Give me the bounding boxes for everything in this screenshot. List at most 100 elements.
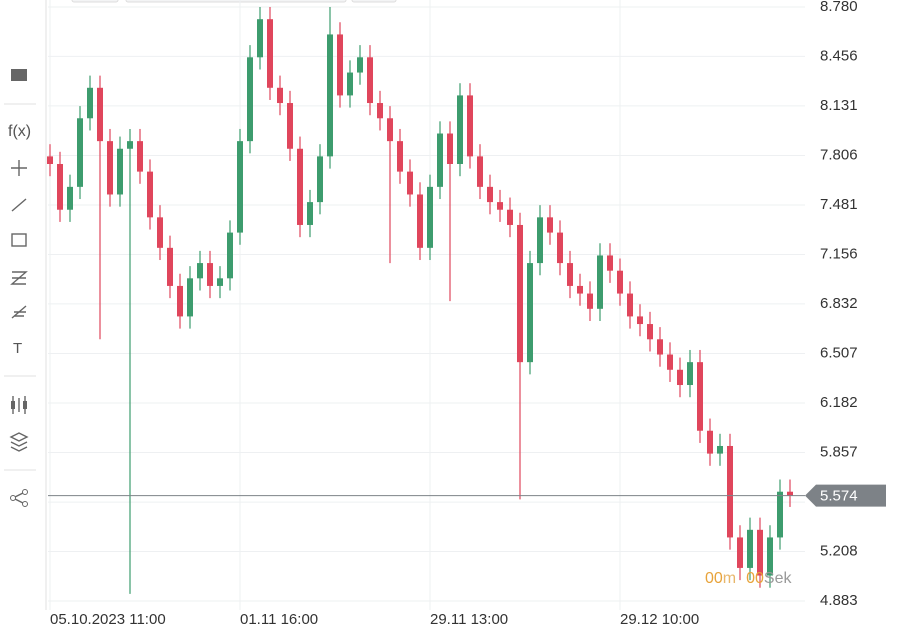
- candle-body: [647, 324, 653, 340]
- candle-body: [317, 156, 323, 203]
- candle-body: [537, 217, 543, 264]
- candle-body: [557, 232, 563, 264]
- candle-body: [337, 34, 343, 96]
- candle-body: [787, 491, 793, 496]
- candle-body: [247, 57, 253, 142]
- candle-body: [587, 293, 593, 309]
- share-dot: [22, 489, 28, 495]
- countdown: 00m 00Sek: [705, 570, 792, 587]
- top-button[interactable]: [71, 0, 119, 3]
- countdown-part: 00: [705, 570, 723, 587]
- y-tick-label: 4.883: [820, 592, 858, 609]
- candle-body: [417, 194, 423, 248]
- candle-body: [347, 72, 353, 96]
- candle-body: [167, 247, 173, 286]
- candle-body: [277, 87, 283, 104]
- x-tick-label: 29.12 10:00: [620, 611, 699, 628]
- candle-body: [617, 270, 623, 294]
- candle-body: [177, 285, 183, 317]
- candle-body: [777, 491, 783, 538]
- y-tick-label: 5.208: [820, 542, 858, 559]
- candle-body: [357, 57, 363, 73]
- candle-body: [147, 171, 153, 218]
- candle-body: [227, 232, 233, 279]
- x-tick-label: 01.11 16:00: [240, 611, 318, 628]
- candle-body: [297, 148, 303, 225]
- y-tick-label: 7.806: [820, 146, 858, 163]
- candle-body: [597, 255, 603, 309]
- fib-icon[interactable]: [10, 271, 28, 285]
- candle-body: [107, 141, 113, 195]
- top-field[interactable]: [125, 0, 347, 3]
- candle-body: [77, 118, 83, 187]
- candle-body: [527, 263, 533, 363]
- candle-body: [257, 19, 263, 58]
- candle-body: [97, 87, 103, 142]
- x-tick-label: 05.10.2023 11:00: [50, 611, 166, 628]
- candle-body: [47, 156, 53, 164]
- candle-body: [87, 87, 93, 119]
- candle-body: [287, 103, 293, 149]
- plot: 8.780 8.456 8.131 7.806 7.481 7.156 6.832 6.507…: [47, 0, 886, 628]
- candle-body: [477, 156, 483, 187]
- candle-body: [387, 118, 393, 142]
- share-dot: [10, 495, 16, 501]
- candle-body: [547, 217, 553, 233]
- candle-body: [307, 202, 313, 225]
- candle-body: [437, 133, 443, 187]
- line-icon[interactable]: [11, 198, 27, 212]
- candle-body: [567, 263, 573, 286]
- x-tick-label: 29.11 13:00: [430, 611, 508, 628]
- y-tick-label: 6.832: [820, 295, 858, 312]
- candle-body: [67, 186, 73, 210]
- candle-body: [427, 186, 433, 248]
- y-tick-label: 8.780: [820, 0, 858, 15]
- candle-body: [397, 141, 403, 172]
- candle-body: [767, 537, 773, 576]
- candle-icon-body: [11, 401, 15, 409]
- candle-body: [137, 141, 143, 172]
- text-icon[interactable]: T: [13, 340, 22, 357]
- pitchfork-icon[interactable]: [11, 305, 27, 319]
- candle-body: [497, 202, 503, 210]
- candle-body: [197, 263, 203, 279]
- candle-body: [117, 148, 123, 195]
- candle-body: [687, 362, 693, 386]
- y-tick-label: 8.131: [820, 97, 858, 114]
- candle-body: [677, 369, 683, 386]
- current-price-tag: [805, 484, 886, 507]
- candle-body: [507, 209, 513, 225]
- candle-body: [727, 445, 733, 538]
- candle-body: [637, 316, 643, 325]
- candle-body: [267, 19, 273, 88]
- y-tick-label: 6.182: [820, 394, 858, 411]
- rect-icon[interactable]: [11, 233, 27, 247]
- layout-icon[interactable]: [11, 69, 27, 81]
- candle-body: [207, 263, 213, 286]
- y-tick-label: 6.507: [820, 344, 858, 361]
- candle-body: [717, 445, 723, 454]
- candle-body: [377, 103, 383, 119]
- left-toolbar: f(x) T: [4, 69, 36, 507]
- candle-body: [327, 34, 333, 157]
- candle-body: [157, 217, 163, 248]
- y-tick-label: 7.481: [820, 196, 858, 213]
- candle-body: [217, 278, 223, 286]
- candle-body: [447, 133, 453, 164]
- candle-body: [757, 529, 763, 576]
- countdown-part: Sek: [764, 570, 793, 587]
- candle-body: [237, 141, 243, 233]
- crosshair-icon[interactable]: [11, 160, 27, 176]
- function-icon[interactable]: f(x): [8, 123, 31, 140]
- y-tick-label: 5.857: [820, 444, 858, 461]
- candle-body: [487, 186, 493, 203]
- candle-body: [577, 285, 583, 294]
- top-button[interactable]: [351, 0, 397, 3]
- candle-body: [667, 354, 673, 370]
- countdown-part: m: [723, 570, 736, 587]
- candle-body: [57, 163, 63, 210]
- candle-body: [127, 141, 133, 149]
- candle-body: [657, 339, 663, 355]
- layers-icon[interactable]: [9, 432, 29, 452]
